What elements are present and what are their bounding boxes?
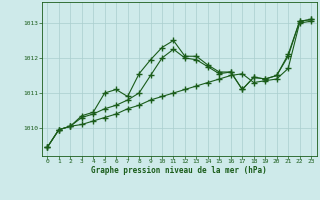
X-axis label: Graphe pression niveau de la mer (hPa): Graphe pression niveau de la mer (hPa) <box>91 166 267 175</box>
